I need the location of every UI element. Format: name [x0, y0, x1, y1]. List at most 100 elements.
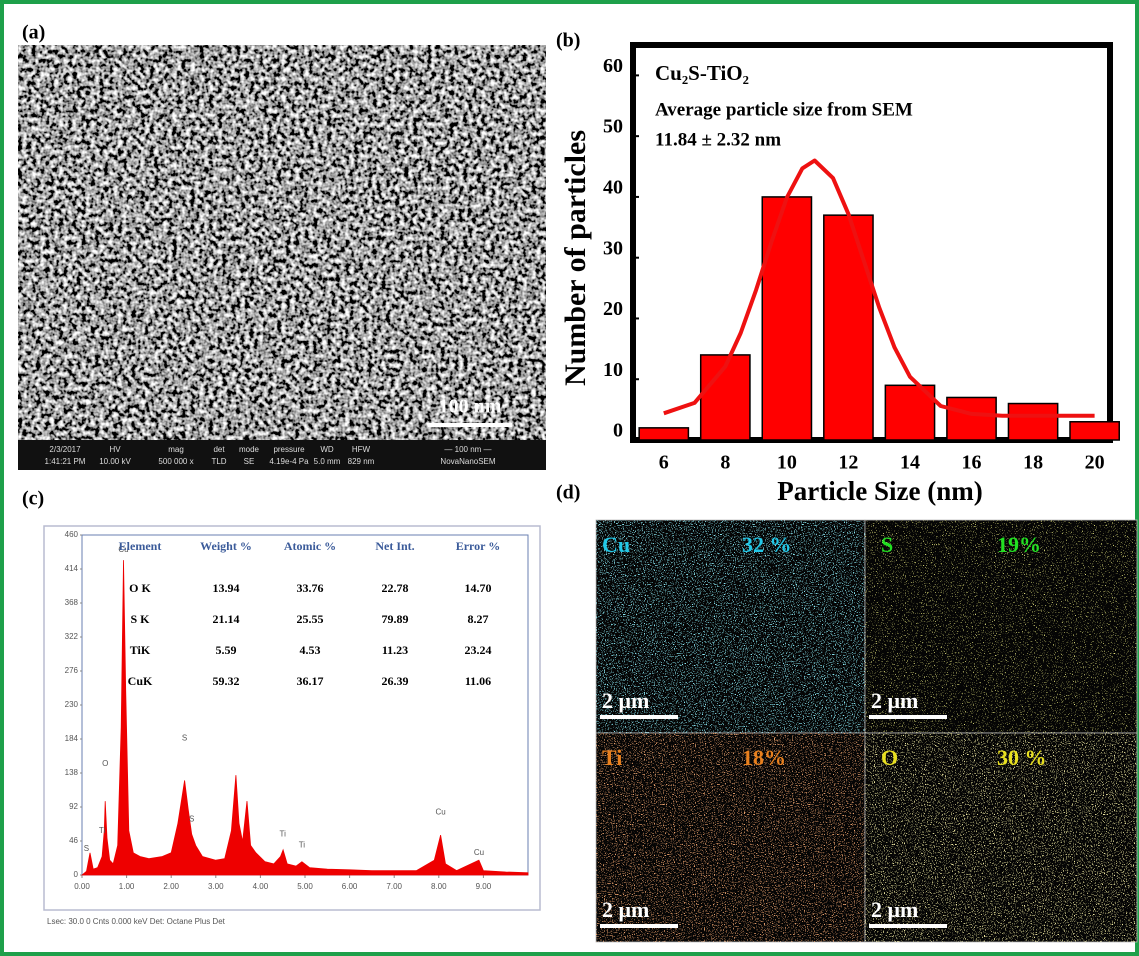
y-tick-label: 138 [65, 768, 79, 777]
sem-info: HFW [352, 445, 371, 454]
map-element: Ti [602, 745, 622, 770]
map-percent: 30 % [997, 745, 1047, 770]
sem-info: 500 000 x [158, 457, 193, 466]
y-tick-label: 184 [65, 734, 79, 743]
peak-label: S [189, 815, 194, 824]
map-percent: 18% [742, 745, 786, 770]
x-tick-label: 16 [962, 452, 982, 474]
table-cell: 23.24 [465, 643, 492, 657]
map-dots [865, 520, 1137, 733]
sem-info: SE [244, 457, 255, 466]
histogram: 0 10 20 30 40 50 60 6 8 10 12 14 16 18 20 [603, 55, 1120, 474]
table-cell: TiK [130, 643, 151, 657]
y-tick-label: 50 [603, 116, 623, 138]
table-cell: 36.17 [297, 674, 324, 688]
sem-info: 5.0 mm [314, 457, 341, 466]
y-axis-label: Number of particles [559, 130, 592, 386]
peak-label: Ti [280, 829, 287, 838]
x-tick-label: 5.00 [297, 882, 313, 891]
y-tick-label: 46 [69, 836, 78, 845]
sem-info: HV [109, 445, 121, 454]
x-tick-label: 0.00 [74, 882, 90, 891]
table-cell: 11.06 [465, 674, 491, 688]
map-scale-label: 2 μm [871, 688, 918, 713]
bar [638, 427, 690, 441]
eds-spectrum: 0 46 92 138 184 230 276 322 368 414 460 0.00 1.00 2.0… [65, 530, 529, 891]
map-element: O [881, 745, 898, 770]
peak-label: Ti [299, 841, 306, 850]
map-element: Cu [602, 532, 630, 557]
panel-label: (a) [22, 22, 45, 44]
bar [1007, 402, 1059, 441]
y-tick-label: 368 [65, 598, 79, 607]
y-tick-label: 60 [603, 55, 623, 77]
y-tick-label: 276 [65, 666, 79, 675]
x-tick-label: 14 [900, 452, 920, 474]
sem-scale-label: 100 nm [439, 396, 502, 418]
y-tick-label: 20 [603, 298, 623, 320]
panel-label: (c) [22, 488, 44, 510]
y-tick-label: 460 [65, 530, 79, 539]
y-tick-label: 230 [65, 700, 79, 709]
x-tick-label: 4.00 [253, 882, 269, 891]
sem-info: — 100 nm — [444, 445, 491, 454]
annotation: 11.84 ± 2.32 nm [655, 129, 781, 150]
sem-info: 829 nm [348, 457, 375, 466]
y-tick-label: 10 [603, 359, 623, 381]
elemental-maps: Cu 32 % 2 μm S 19% 2 μm Ti 18% 2 μm O 30 % 2 μm [595, 519, 1138, 943]
eds-footer: Lsec: 30.0 0 Cnts 0.000 keV Det: Octane … [47, 917, 226, 926]
sem-info: mode [239, 445, 260, 454]
bar [946, 396, 997, 441]
x-tick-label: 6 [659, 452, 669, 474]
sem-info-bar [18, 440, 546, 470]
table-cell: 5.59 [216, 643, 237, 657]
peak-label: Cu [435, 807, 445, 816]
table-header: Element [119, 539, 162, 553]
sem-info: det [213, 445, 225, 454]
table-cell: 14.70 [465, 581, 492, 595]
y-tick-label: 414 [65, 564, 79, 573]
x-tick-label: 8 [720, 452, 730, 474]
annotation: Average particle size from SEM [655, 99, 913, 120]
x-tick-label: 20 [1085, 452, 1105, 474]
sem-info: NovaNanoSEM [440, 457, 495, 466]
table-cell: 13.94 [213, 581, 240, 595]
y-tick-label: 92 [69, 802, 78, 811]
chart-title: Cu₂S-TiO₂ [655, 61, 749, 85]
map-dots [596, 520, 865, 733]
map-scale-label: 2 μm [602, 897, 649, 922]
sem-info: 1:41:21 PM [45, 457, 86, 466]
x-tick-label: 7.00 [386, 882, 402, 891]
x-tick-label: 9.00 [476, 882, 492, 891]
x-tick-label: 3.00 [208, 882, 224, 891]
table-cell: 21.14 [213, 612, 240, 626]
peak-label: S [182, 733, 187, 742]
spectrum [80, 560, 529, 876]
bar [1069, 421, 1120, 441]
sem-info: pressure [273, 445, 305, 454]
table-cell: S K [130, 612, 150, 626]
map-scale-label: 2 μm [602, 688, 649, 713]
map-dots [865, 733, 1137, 942]
table-cell: O K [129, 581, 151, 595]
map-scale-label: 2 μm [871, 897, 918, 922]
x-tick-label: 1.00 [119, 882, 135, 891]
y-tick-label: 0 [74, 870, 79, 879]
peak-label: O [102, 759, 108, 768]
table-cell: 79.89 [382, 612, 409, 626]
peak-label: Cu [474, 848, 484, 857]
table-cell: 59.32 [213, 674, 240, 688]
table-cell: 22.78 [382, 581, 409, 595]
table-cell: CuK [128, 674, 153, 688]
map-dots [596, 733, 865, 942]
table-cell: 33.76 [297, 581, 324, 595]
panel-label: (b) [556, 30, 580, 52]
table-cell: 25.55 [297, 612, 324, 626]
map-percent: 19% [997, 532, 1041, 557]
table-cell: 8.27 [468, 612, 489, 626]
y-tick-label: 30 [603, 237, 623, 259]
table-cell: 4.53 [300, 643, 321, 657]
y-tick-label: 40 [603, 177, 623, 199]
sem-info: TLD [211, 457, 226, 466]
